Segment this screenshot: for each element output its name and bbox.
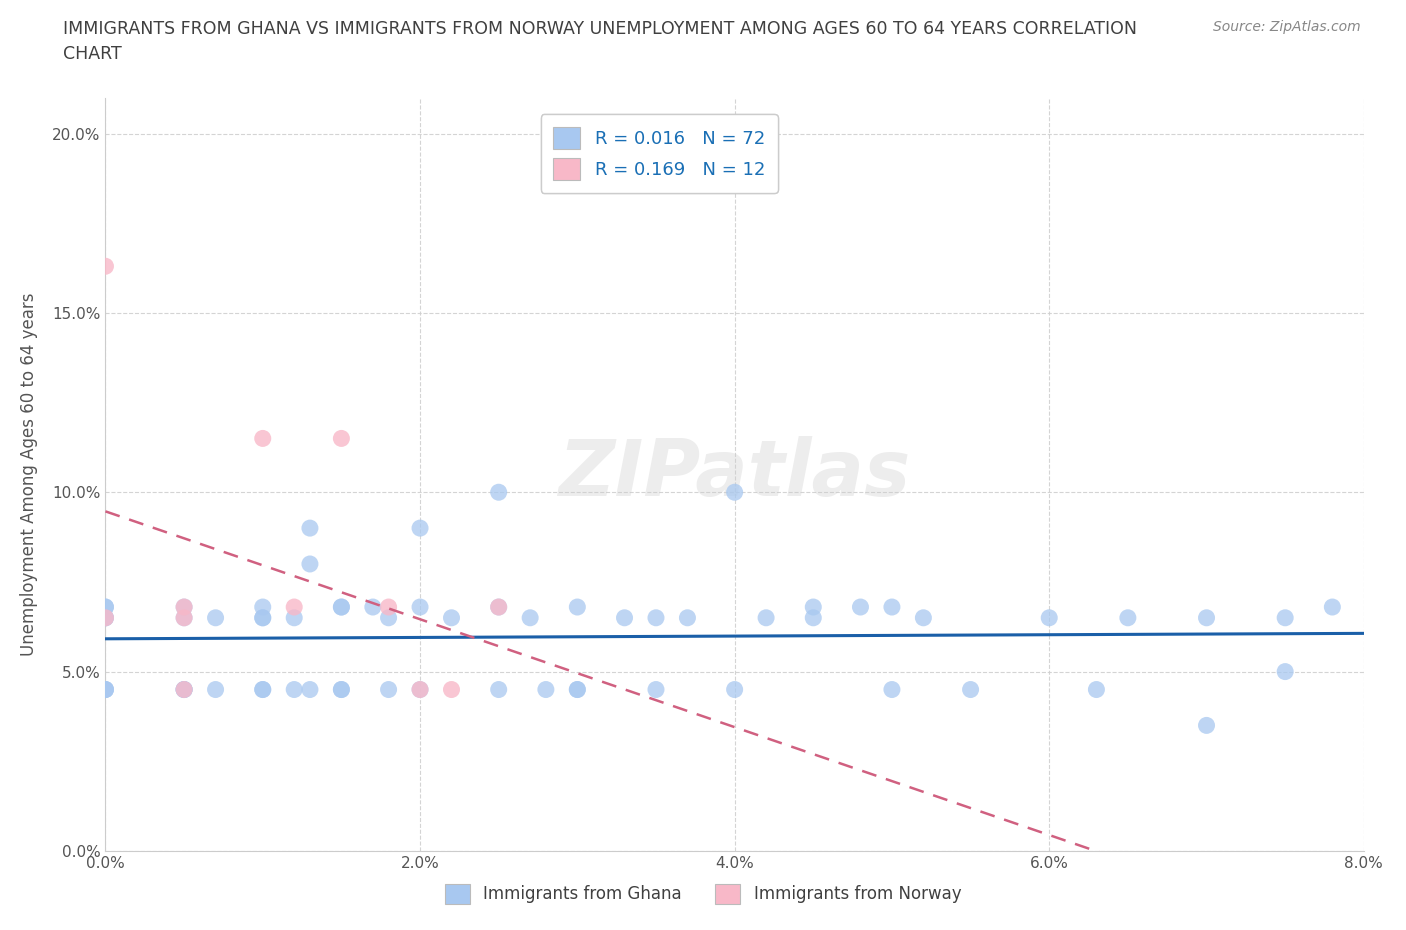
Point: [440, 682, 463, 697]
Point: [252, 600, 274, 615]
Point: [880, 600, 903, 615]
Point: [1085, 682, 1108, 697]
Point: [204, 610, 226, 625]
Point: [849, 600, 872, 615]
Point: [1195, 610, 1218, 625]
Point: [173, 682, 195, 697]
Point: [912, 610, 935, 625]
Point: [330, 682, 353, 697]
Point: [488, 600, 510, 615]
Point: [1116, 610, 1139, 625]
Point: [330, 682, 353, 697]
Point: [409, 600, 432, 615]
Point: [94, 610, 117, 625]
Point: [1038, 610, 1060, 625]
Point: [173, 682, 195, 697]
Legend: Immigrants from Ghana, Immigrants from Norway: Immigrants from Ghana, Immigrants from N…: [439, 877, 967, 910]
Point: [519, 610, 541, 625]
Point: [173, 610, 195, 625]
Text: IMMIGRANTS FROM GHANA VS IMMIGRANTS FROM NORWAY UNEMPLOYMENT AMONG AGES 60 TO 64: IMMIGRANTS FROM GHANA VS IMMIGRANTS FROM…: [63, 20, 1137, 38]
Point: [173, 682, 195, 697]
Point: [94, 259, 117, 273]
Point: [204, 682, 226, 697]
Point: [409, 682, 432, 697]
Point: [361, 600, 384, 615]
Text: Source: ZipAtlas.com: Source: ZipAtlas.com: [1213, 20, 1361, 34]
Point: [94, 610, 117, 625]
Point: [645, 610, 668, 625]
Point: [723, 485, 745, 499]
Point: [488, 485, 510, 499]
Point: [1274, 610, 1296, 625]
Point: [94, 610, 117, 625]
Point: [94, 682, 117, 697]
Point: [567, 600, 589, 615]
Point: [488, 682, 510, 697]
Point: [801, 610, 824, 625]
Point: [534, 682, 557, 697]
Point: [330, 600, 353, 615]
Point: [252, 610, 274, 625]
Point: [488, 600, 510, 615]
Point: [755, 610, 778, 625]
Point: [1274, 664, 1296, 679]
Point: [173, 600, 195, 615]
Text: ZIPatlas: ZIPatlas: [558, 436, 911, 512]
Point: [252, 682, 274, 697]
Point: [567, 682, 589, 697]
Point: [330, 600, 353, 615]
Text: CHART: CHART: [63, 45, 122, 62]
Point: [645, 682, 668, 697]
Point: [613, 610, 636, 625]
Point: [283, 610, 305, 625]
Point: [252, 682, 274, 697]
Point: [283, 682, 305, 697]
Point: [173, 600, 195, 615]
Point: [723, 682, 745, 697]
Legend: R = 0.016   N = 72, R = 0.169   N = 12: R = 0.016 N = 72, R = 0.169 N = 12: [540, 114, 778, 193]
Point: [409, 682, 432, 697]
Point: [959, 682, 981, 697]
Point: [298, 521, 321, 536]
Point: [567, 682, 589, 697]
Point: [377, 682, 399, 697]
Y-axis label: Unemployment Among Ages 60 to 64 years: Unemployment Among Ages 60 to 64 years: [20, 293, 38, 656]
Point: [173, 610, 195, 625]
Point: [409, 521, 432, 536]
Point: [94, 682, 117, 697]
Point: [298, 556, 321, 571]
Point: [676, 610, 699, 625]
Point: [298, 682, 321, 697]
Point: [1322, 600, 1344, 615]
Point: [330, 431, 353, 445]
Point: [377, 610, 399, 625]
Point: [1195, 718, 1218, 733]
Point: [440, 610, 463, 625]
Point: [94, 600, 117, 615]
Point: [252, 431, 274, 445]
Point: [283, 600, 305, 615]
Point: [377, 600, 399, 615]
Point: [252, 610, 274, 625]
Point: [94, 600, 117, 615]
Point: [94, 682, 117, 697]
Point: [801, 600, 824, 615]
Point: [173, 682, 195, 697]
Point: [880, 682, 903, 697]
